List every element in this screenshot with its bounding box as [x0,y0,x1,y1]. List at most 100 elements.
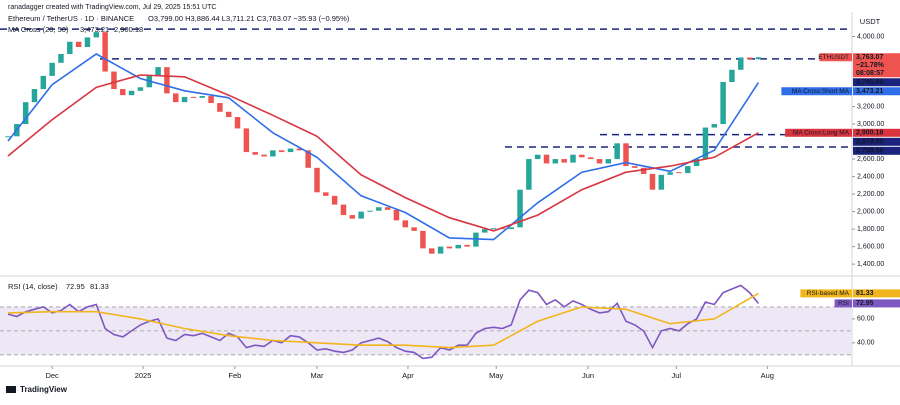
candle [31,89,38,103]
candle [287,148,294,153]
candle [225,111,232,118]
candle [640,167,647,174]
candle [738,57,744,70]
x-tick-label: Jul [672,371,682,380]
candle [358,211,364,219]
axis-tag-name-bg [781,87,852,96]
candle [5,136,11,138]
axis-tag [853,53,900,78]
candle [579,154,585,158]
rsi-ma-value: 81.33 [90,282,109,291]
axis-tag-value: 2,900.18 [856,130,883,137]
candle [526,159,532,190]
candle [173,93,179,103]
candle [270,150,276,157]
candle [323,192,329,196]
candle [667,172,673,175]
candle [208,96,214,104]
axis-tag-name-bg [819,53,852,62]
candle [455,244,461,249]
y-tick-label: 2,200.00 [857,191,884,198]
axis-tag-value: −21.78% [856,62,885,69]
axis-tag [853,78,900,87]
axis-tag-value: 2,738.50 [856,148,883,155]
candle [349,215,356,219]
candle [693,159,700,167]
axis-tag [853,137,900,146]
footer-brand: TradingView [20,385,68,394]
axis-tag-value: 81.33 [856,290,874,297]
candle [649,173,656,190]
candle [340,204,347,216]
candle [128,90,135,96]
candle [137,87,144,91]
candle [543,154,550,164]
axis-tag-name-bg [785,128,852,137]
candle [181,96,188,103]
axis-tag-value: 08:08:57 [856,70,884,77]
candle [481,229,488,233]
axis-tag [853,87,900,96]
y-tick-label: 1,800.00 [857,226,884,233]
candle [155,67,161,76]
candle [517,189,523,228]
candle [67,41,73,55]
ma-long-value: 2,900.18 [114,25,143,34]
candle [746,57,753,60]
x-tick-label: Aug [761,371,774,380]
candle [596,159,603,164]
rsi-value: 72.95 [66,282,85,291]
y-tick-label: 3,200.00 [857,103,884,110]
candle [411,227,417,231]
plot: 1,400.00 1,600.00 1,800.00 2,000.00 2,200.00… [0,28,900,380]
axis-tag-name: RSI-based MA [807,290,850,297]
candle [111,71,117,90]
candle [623,143,629,167]
axis-tag-value: 72.95 [856,300,874,307]
candle [278,150,285,153]
ma-short-value: 3,473.21 [80,25,109,34]
candle [199,96,205,98]
candle [367,210,373,212]
candle [755,57,762,60]
y-tick-label: 1,600.00 [857,243,884,250]
candle [534,154,541,160]
y-tick-label: 2,000.00 [857,208,884,215]
candle [296,148,303,151]
candle [490,228,497,230]
y-tick-label: 2,600.00 [857,156,884,163]
ma-legend: MA Cross (20, 50) [8,25,69,34]
y-tick-label: 60.00 [857,316,875,323]
candle [685,166,691,174]
candle [720,82,726,125]
rsi-title: RSI (14, close) [8,282,58,291]
axis-tag-name: ETHUSDT [818,54,849,61]
x-tick-label: Mar [311,371,324,380]
candle [393,209,400,221]
axis-tag-name-bg [834,299,852,308]
axis-tag-name: RSI [838,300,849,307]
x-tick-label: 2025 [135,371,152,380]
candle [75,41,82,48]
candle [190,96,197,98]
series-line [7,284,760,360]
candle [22,102,29,125]
axis-tag [853,128,900,137]
axis-tag-value: 2,879.00 [856,139,883,146]
candle [429,248,435,254]
candle [420,230,426,249]
candle [437,246,444,254]
candle [729,69,735,83]
candle [164,67,170,94]
axis-tag [853,299,900,308]
symbol: Ethereum / TetherUS · 1D · BINANCE [8,14,134,23]
axis-tag [853,146,900,155]
axis-unit: USDT [860,17,881,26]
y-tick-label: 3,000.00 [857,121,884,128]
axis-tag-value: 3,745.00 [856,79,883,86]
candle [49,62,55,76]
candle [702,127,709,160]
candle [243,128,250,153]
y-tick-label: 4,000.00 [857,33,884,40]
